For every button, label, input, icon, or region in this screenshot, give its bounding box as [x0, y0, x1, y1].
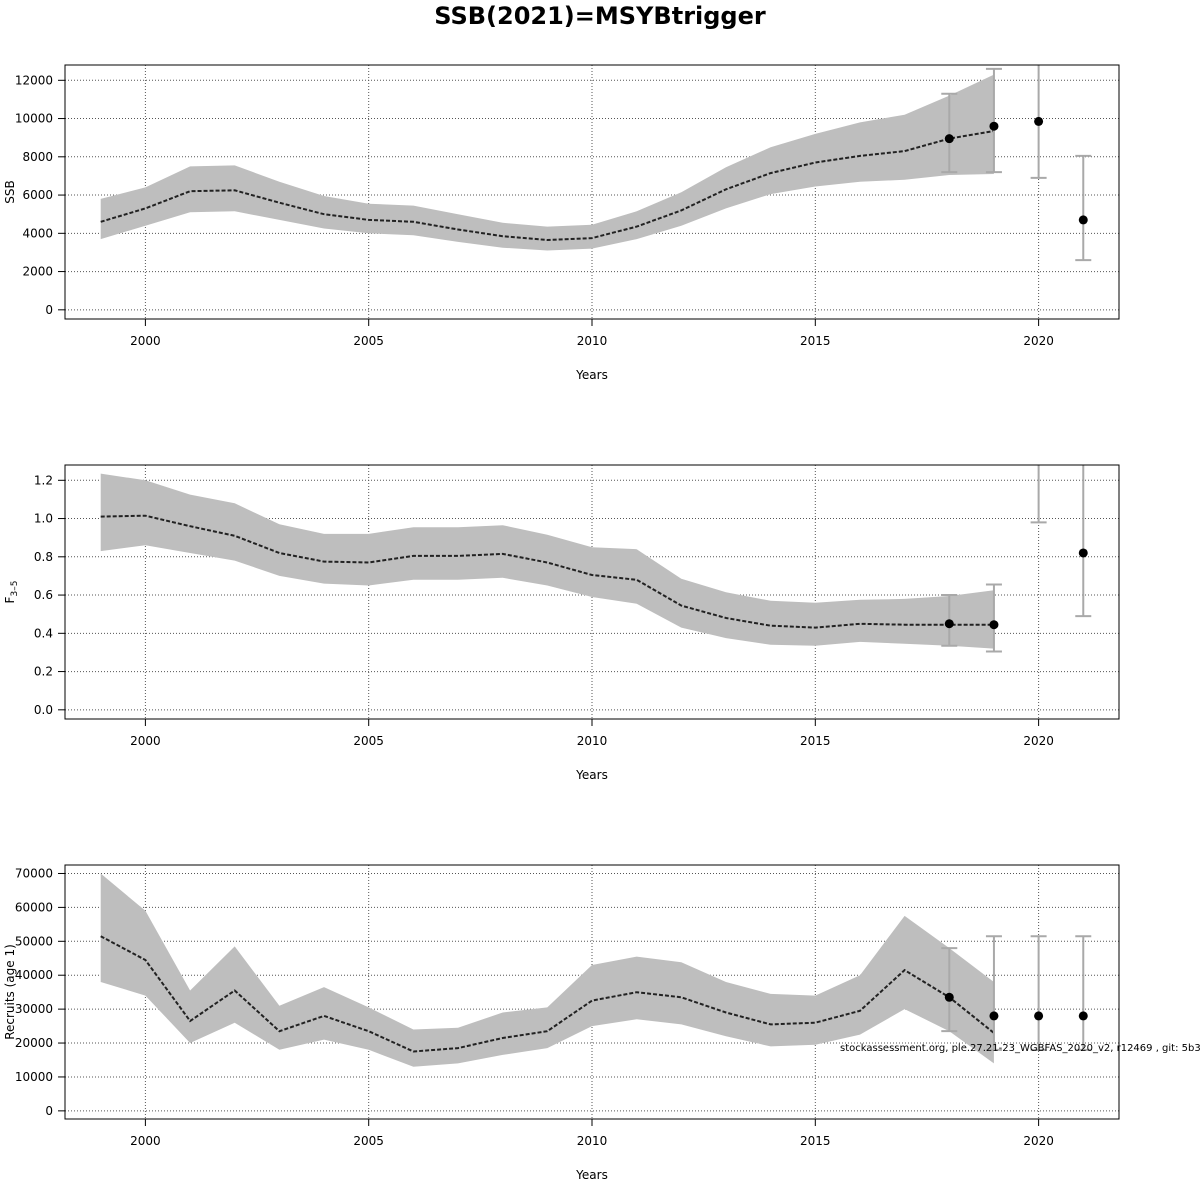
data-point	[1078, 215, 1088, 225]
y-tick-label: 0	[45, 1104, 53, 1118]
x-tick-label: 2000	[130, 334, 161, 348]
y-tick-label: 40000	[15, 968, 53, 982]
x-tick-label: 2015	[800, 1134, 831, 1148]
y-axis-label: F3–5	[3, 581, 20, 604]
data-point	[944, 992, 954, 1002]
x-tick-label: 2005	[353, 734, 384, 748]
data-point	[1034, 116, 1044, 126]
confidence-band	[100, 74, 994, 251]
estimate-line	[100, 130, 995, 242]
data-point	[1078, 548, 1088, 558]
recruits-panel: 2000 2005 2010 2015 2020 0 10000 20000 30000 4000…	[3, 864, 1120, 1182]
y-tick-label: 50000	[15, 934, 53, 948]
x-tick-label: 2000	[130, 1134, 161, 1148]
footer-text: stockassessment.org, ple.27.21-23_WGBFAS…	[840, 1043, 1200, 1054]
y-tick-label: 70000	[15, 866, 53, 880]
x-tick-label: 2005	[353, 1134, 384, 1148]
data-point	[944, 619, 954, 629]
y-tick-label: 0.6	[34, 588, 53, 602]
x-tick-label: 2005	[353, 334, 384, 348]
estimate-line	[100, 514, 994, 629]
y-tick-label: 10000	[15, 112, 53, 126]
y-tick-label: 0.2	[34, 665, 53, 679]
data-point	[989, 1011, 999, 1021]
y-tick-label: 8000	[22, 150, 53, 164]
data-point	[989, 121, 999, 131]
x-tick-label: 2020	[1023, 1134, 1054, 1148]
y-tick-label: 2000	[22, 265, 53, 279]
y-tick-label: 4000	[22, 226, 53, 240]
y-tick-label: 30000	[15, 1002, 53, 1016]
x-tick-label: 2020	[1023, 734, 1054, 748]
x-tick-label: 2020	[1023, 334, 1054, 348]
y-tick-label: 12000	[15, 73, 53, 87]
confidence-band	[100, 473, 994, 649]
data-point	[1078, 1011, 1088, 1021]
y-tick-label: 10000	[15, 1070, 53, 1084]
y-axis-label: SSB	[3, 180, 17, 203]
y-axis-label: Recruits (age 1)	[3, 944, 17, 1040]
y-tick-label: 0	[45, 303, 53, 317]
x-axis-label: Years	[575, 768, 608, 782]
y-tick-label: 0.0	[34, 703, 53, 717]
estimate-line	[100, 935, 995, 1053]
y-tick-label: 1.2	[34, 473, 53, 487]
x-tick-label: 2000	[130, 734, 161, 748]
confidence-band	[100, 873, 994, 1067]
y-tick-label: 60000	[15, 900, 53, 914]
fishing-mortality-panel: 2000 2005 2010 2015 2020 0.0 0.2 0.4 0.6 0.8 1.0 1.…	[3, 447, 1120, 782]
y-tick-label: 0.8	[34, 550, 53, 564]
x-tick-label: 2010	[577, 334, 608, 348]
plot-marks	[100, 447, 1092, 653]
y-tick-label: 20000	[15, 1036, 53, 1050]
data-point	[1034, 1011, 1044, 1021]
data-point	[1034, 447, 1043, 456]
x-axis-label: Years	[575, 368, 608, 382]
data-point	[944, 134, 954, 144]
data-point	[989, 620, 999, 630]
ssb-panel: 2000 2005 2010 2015 2020 0 2000 4000 6000 8000 100…	[3, 64, 1120, 382]
x-tick-label: 2010	[577, 1134, 608, 1148]
chart-title: SSB(2021)=MSYBtrigger	[434, 2, 766, 30]
y-tick-label: 1.0	[34, 512, 53, 526]
plot-marks	[100, 873, 1092, 1067]
x-tick-label: 2015	[800, 734, 831, 748]
plot-marks	[100, 65, 1092, 262]
y-tick-label: 6000	[22, 188, 53, 202]
x-tick-label: 2015	[800, 334, 831, 348]
y-tick-label: 0.4	[34, 626, 53, 640]
x-axis-label: Years	[575, 1168, 608, 1182]
x-tick-label: 2010	[577, 734, 608, 748]
